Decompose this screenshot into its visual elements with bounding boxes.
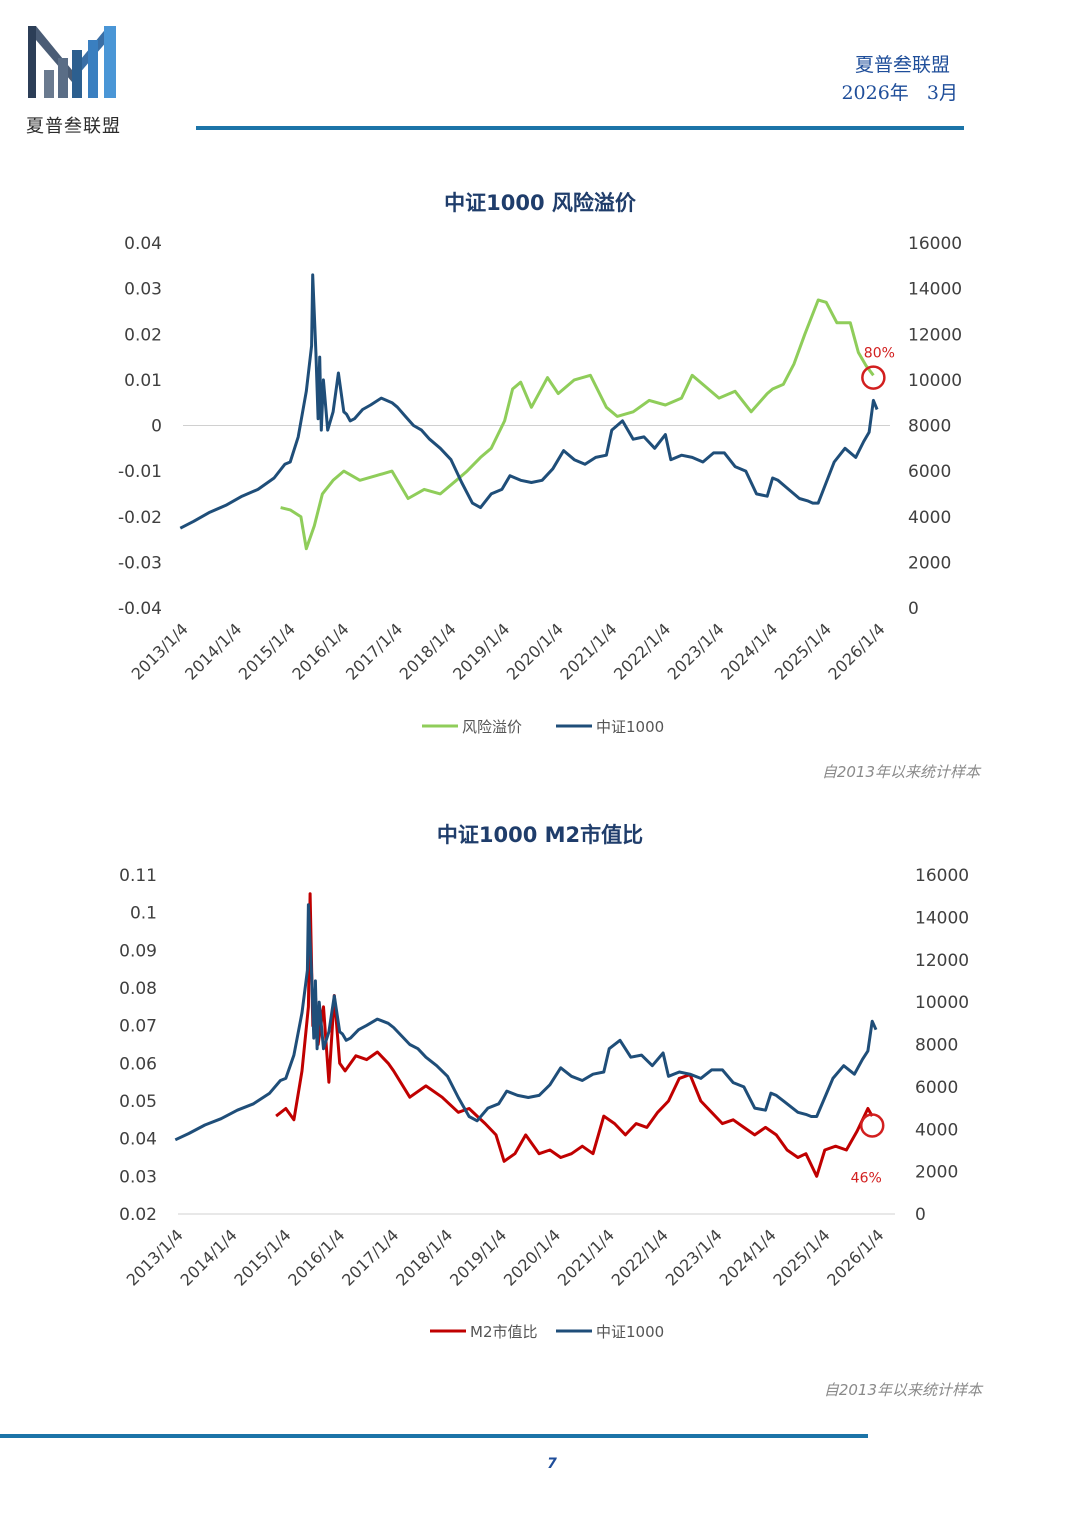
y-left-tick-label: 0.07: [119, 1017, 157, 1037]
y-left-tick-label: -0.02: [118, 508, 162, 528]
y-right-tick-label: 8000: [915, 1036, 958, 1056]
y-left-tick-label: 0.03: [119, 1167, 157, 1187]
y-right-tick-label: 16000: [908, 234, 962, 254]
y-right-tick-label: 2000: [908, 553, 951, 573]
y-right-tick-label: 4000: [908, 508, 951, 528]
sample-note: 自2013年以来统计样本: [824, 1381, 984, 1399]
m2-ratio-chart: 中证1000 M2市值比 0.11 0.1 0.09 0.08 0.07 0.06 0.05…: [0, 800, 1080, 1420]
y-right-tick-label: 6000: [908, 462, 951, 482]
x-tick-label: 2021/1/4: [556, 619, 620, 683]
chart-title: 中证1000 M2市值比: [437, 823, 643, 847]
y-left-tick-label: 0.02: [119, 1205, 157, 1225]
annotation-label: 80%: [864, 346, 895, 362]
legend-label: 中证1000: [596, 1323, 664, 1341]
x-tick-label: 2023/1/4: [664, 619, 728, 683]
x-tick-label: 2018/1/4: [396, 619, 460, 683]
y-left-tick-label: 0.01: [124, 371, 162, 391]
y-right-tick-label: 16000: [915, 866, 969, 886]
x-tick-label: 2025/1/4: [771, 619, 835, 683]
x-tick-label: 2018/1/4: [392, 1225, 456, 1289]
sample-note: 自2013年以来统计样本: [822, 763, 982, 781]
annotation-circle: [859, 1113, 885, 1138]
chart-title: 中证1000 风险溢价: [444, 191, 637, 215]
x-tick-label: 2025/1/4: [769, 1225, 833, 1289]
x-tick-label: 2026/1/4: [823, 1225, 887, 1289]
y-right-tick-label: 12000: [908, 325, 962, 345]
x-tick-label: 2013/1/4: [123, 1225, 187, 1289]
y-right-tick-label: 14000: [908, 280, 962, 300]
x-tick-label: 2015/1/4: [235, 619, 299, 683]
y-right-tick-label: 8000: [908, 417, 951, 437]
m2-ratio-chart-svg: 中证1000 M2市值比 0.11 0.1 0.09 0.08 0.07 0.06 0.05…: [119, 823, 984, 1399]
risk-premium-chart-svg: 中证1000 风险溢价 0.04 0.03 0.02 0.01 0 -0.01 -0.02 -…: [118, 191, 982, 781]
legend-label: 风险溢价: [462, 718, 522, 736]
company-logo: [28, 26, 116, 98]
y-right-tick-label: 4000: [915, 1120, 958, 1140]
legend-label: 中证1000: [596, 718, 664, 736]
x-tick-label: 2020/1/4: [500, 1225, 564, 1289]
risk-premium-chart: 中证1000 风险溢价 0.04 0.03 0.02 0.01 0 -0.01 -0.02 -…: [0, 170, 1080, 800]
header-divider: [196, 126, 964, 130]
series-line-left: [280, 298, 875, 551]
header-org-name: 夏普叁联盟: [854, 54, 950, 76]
series-line-right: [179, 273, 879, 530]
y-right-tick-label: 14000: [915, 908, 969, 928]
x-tick-label: 2017/1/4: [338, 1225, 402, 1289]
x-tick-label: 2019/1/4: [446, 1225, 510, 1289]
y-left-tick-label: 0.05: [119, 1092, 157, 1112]
legend-label: M2市值比: [470, 1323, 538, 1341]
x-tick-label: 2014/1/4: [181, 619, 245, 683]
x-tick-label: 2019/1/4: [449, 619, 513, 683]
y-left-tick-label: 0.09: [119, 941, 157, 961]
x-tick-label: 2022/1/4: [608, 1225, 672, 1289]
y-left-tick-label: 0.1: [130, 904, 157, 924]
y-left-tick-label: 0.03: [124, 280, 162, 300]
page-number: 7: [547, 1456, 557, 1472]
x-tick-label: 2022/1/4: [610, 619, 674, 683]
y-left-tick-label: 0: [151, 417, 162, 437]
y-right-tick-label: 6000: [915, 1078, 958, 1098]
y-right-tick-label: 0: [908, 599, 919, 619]
y-left-tick-label: -0.03: [118, 553, 162, 573]
y-left-tick-label: 0.08: [119, 979, 157, 999]
y-left-tick-label: 0.11: [119, 866, 157, 886]
y-right-tick-label: 2000: [915, 1163, 958, 1183]
y-left-tick-label: 0.04: [119, 1130, 157, 1150]
x-tick-label: 2020/1/4: [503, 619, 567, 683]
x-tick-label: 2024/1/4: [715, 1225, 779, 1289]
y-right-tick-label: 0: [915, 1205, 926, 1225]
y-left-tick-label: 0.02: [124, 325, 162, 345]
x-tick-label: 2017/1/4: [342, 619, 406, 683]
series-line-right: [174, 903, 878, 1142]
x-tick-label: 2013/1/4: [128, 619, 192, 683]
logo-text: 夏普叁联盟: [26, 116, 121, 137]
x-tick-label: 2014/1/4: [176, 1225, 240, 1289]
x-tick-label: 2023/1/4: [662, 1225, 726, 1289]
x-tick-label: 2015/1/4: [230, 1225, 294, 1289]
x-tick-label: 2021/1/4: [554, 1225, 618, 1289]
footer-divider: [0, 1434, 868, 1438]
series-line-left: [275, 892, 874, 1178]
x-tick-label: 2024/1/4: [717, 619, 781, 683]
y-left-tick-label: -0.01: [118, 462, 162, 482]
x-tick-label: 2026/1/4: [824, 619, 888, 683]
y-left-tick-label: 0.06: [119, 1054, 157, 1074]
x-tick-label: 2016/1/4: [288, 619, 352, 683]
y-right-tick-label: 10000: [908, 371, 962, 391]
annotation-label: 46%: [851, 1170, 882, 1186]
x-tick-label: 2016/1/4: [284, 1225, 348, 1289]
y-right-tick-label: 10000: [915, 993, 969, 1013]
y-left-tick-label: 0.04: [124, 234, 162, 254]
annotation-circle: [861, 365, 886, 390]
y-right-tick-label: 12000: [915, 951, 969, 971]
y-left-tick-label: -0.04: [118, 599, 162, 619]
header-date: 2026年 3月: [841, 82, 958, 104]
